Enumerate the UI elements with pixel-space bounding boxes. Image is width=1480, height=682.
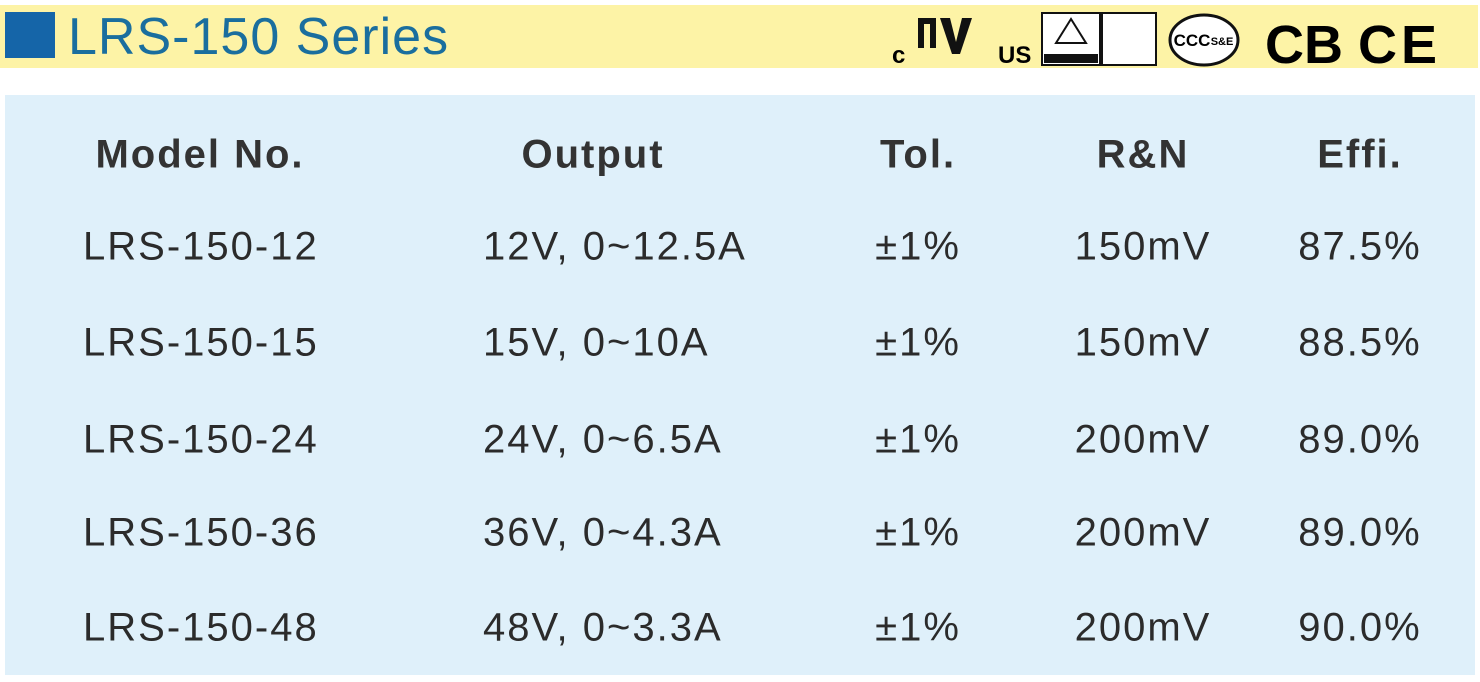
table-cell: 15V, 0~10A — [483, 320, 710, 365]
table-cell: ±1% — [875, 417, 961, 462]
table-cell: LRS-150-24 — [83, 417, 319, 462]
table-cell: 24V, 0~6.5A — [483, 417, 723, 462]
ce-mark: CE — [1358, 15, 1441, 68]
ul-us: US — [998, 42, 1031, 68]
table-panel — [5, 95, 1475, 675]
column-header: Output — [521, 132, 665, 177]
table-cell: 89.0% — [1298, 417, 1422, 462]
table-cell: 200mV — [1074, 605, 1212, 650]
table-cell: ±1% — [875, 605, 961, 650]
table-cell: ±1% — [875, 224, 961, 269]
table-cell: 200mV — [1074, 417, 1212, 462]
ccc-text: CCC — [1174, 31, 1211, 50]
table-cell: 200mV — [1074, 510, 1212, 555]
table-cell: 36V, 0~4.3A — [483, 510, 723, 555]
column-header: Tol. — [879, 132, 957, 177]
table-cell: LRS-150-15 — [83, 320, 319, 365]
table-cell: 12V, 0~12.5A — [483, 224, 747, 269]
column-header: R&N — [1096, 132, 1190, 177]
title-square — [5, 12, 55, 58]
table-cell: 48V, 0~3.3A — [483, 605, 723, 650]
table-cell: 150mV — [1074, 224, 1212, 269]
column-header: Effi. — [1317, 132, 1403, 177]
ccc-ring — [1168, 13, 1240, 67]
table-cell: 87.5% — [1298, 224, 1422, 269]
table-cell: LRS-150-12 — [83, 224, 319, 269]
table-cell: 150mV — [1074, 320, 1212, 365]
table-cell: LRS-150-48 — [83, 605, 319, 650]
ul-symbol — [918, 18, 972, 54]
table-cell: 88.5% — [1298, 320, 1422, 365]
table-cell: LRS-150-36 — [83, 510, 319, 555]
ccc-sub: S&E — [1211, 36, 1234, 48]
tuv-detail — [1101, 12, 1157, 66]
certification-marks: c US CCC S&E CB CE — [892, 12, 1441, 68]
cb-mark: CB — [1265, 15, 1343, 68]
ul-c: c — [892, 42, 905, 68]
table-cell: ±1% — [875, 320, 961, 365]
table-cell: 89.0% — [1298, 510, 1422, 555]
column-header: Model No. — [95, 132, 305, 177]
table-cell: ±1% — [875, 510, 961, 555]
tuv-triangle — [1054, 17, 1088, 44]
tuv-bar — [1044, 54, 1098, 63]
table-cell: 90.0% — [1298, 605, 1422, 650]
title: LRS-150 Series — [68, 8, 450, 66]
